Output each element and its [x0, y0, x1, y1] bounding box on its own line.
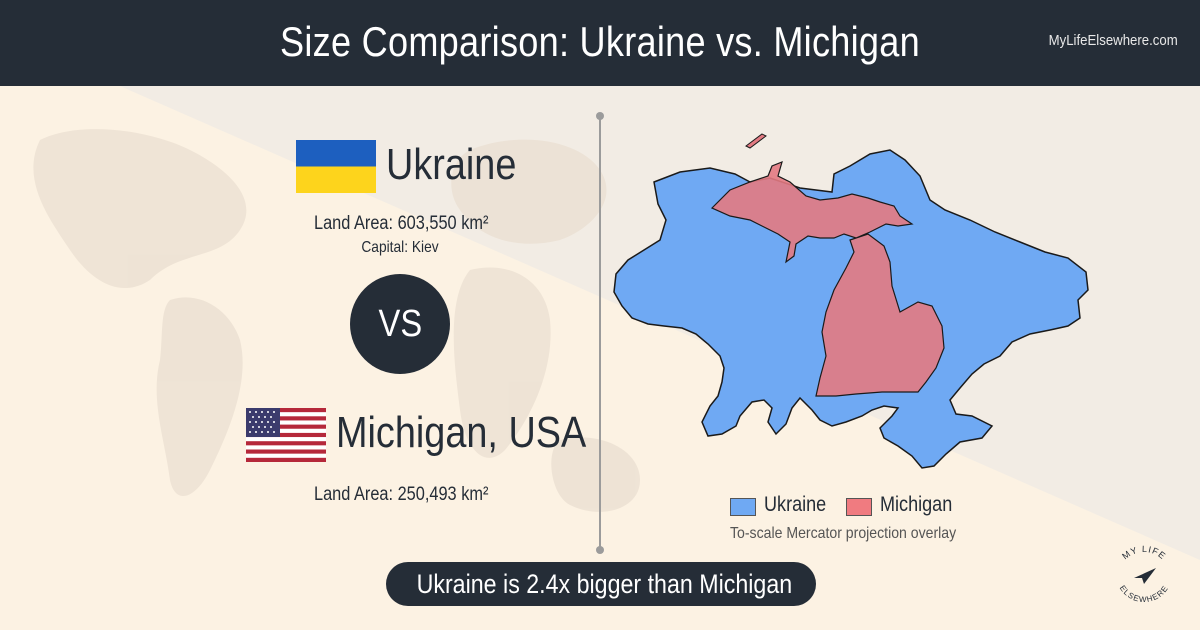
- usa-flag-icon: [246, 408, 326, 462]
- paper-plane-icon: [1134, 568, 1156, 584]
- vs-badge: VS: [350, 274, 450, 374]
- svg-text:ELSEWHERE: ELSEWHERE: [1118, 584, 1170, 604]
- country-a-name: Ukraine: [386, 140, 516, 190]
- legend-ukraine-swatch: [730, 498, 756, 516]
- country-a-capital: Capital: Kiev: [314, 239, 486, 257]
- country-b-land-area: Land Area: 250,493 km²: [314, 484, 486, 506]
- page-title: Size Comparison: Ukraine vs. Michigan: [84, 0, 1116, 86]
- divider-bottom-dot: [596, 546, 604, 554]
- country-a-land-area: Land Area: 603,550 km²: [314, 213, 486, 235]
- mylifeelsewhere-logo: MY LIFE ELSEWHERE: [1108, 538, 1180, 610]
- projection-note: To-scale Mercator projection overlay: [730, 525, 956, 543]
- legend-ukraine-label: Ukraine: [764, 493, 826, 517]
- overlay-map: [600, 120, 1120, 480]
- michigan-island: [746, 134, 766, 148]
- ukraine-flag-icon: [296, 140, 376, 193]
- country-b-name: Michigan, USA: [336, 408, 586, 458]
- svg-text:MY LIFE: MY LIFE: [1120, 544, 1168, 562]
- divider-top-dot: [596, 112, 604, 120]
- legend-michigan-swatch: [846, 498, 872, 516]
- legend-michigan-label: Michigan: [880, 493, 952, 517]
- result-badge: Ukraine is 2.4x bigger than Michigan: [386, 562, 816, 606]
- site-link[interactable]: MyLifeElsewhere.com: [1049, 32, 1178, 49]
